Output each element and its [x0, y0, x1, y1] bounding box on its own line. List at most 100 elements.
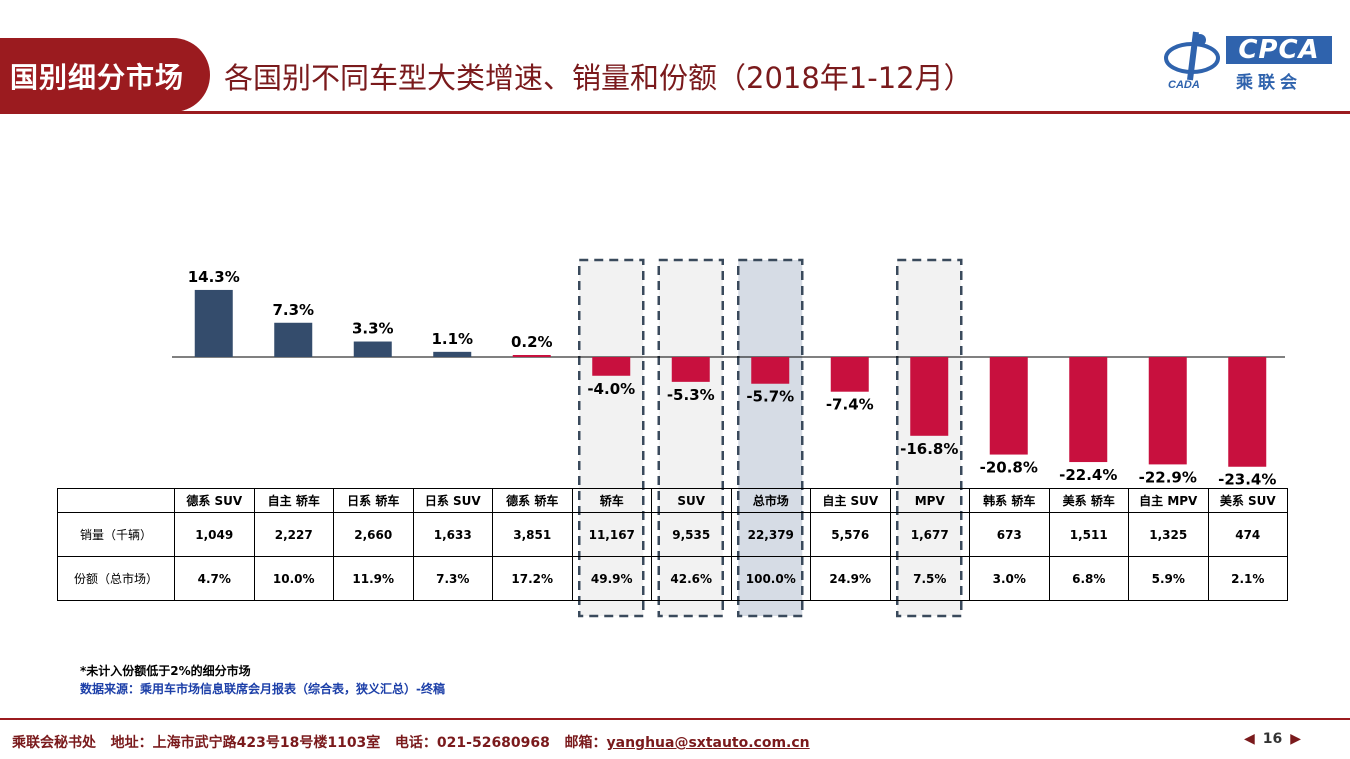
- bar-value-label: -7.4%: [826, 396, 874, 414]
- value-cell: 1,325: [1128, 512, 1209, 557]
- value-cell: 1,633: [412, 512, 493, 557]
- bar: [592, 357, 631, 376]
- pager: ◀ 16 ▶: [1244, 731, 1301, 747]
- table-header-row: 德系 SUV 自主 轿车 日系 轿车 日系 SUV 德系 轿车 轿车 SUV 总市场 自主 SU…: [57, 488, 1288, 513]
- value-cell: 24.9%: [810, 556, 891, 601]
- category-header-cell: 自主 轿车: [253, 488, 334, 513]
- value-cell: 11,167: [571, 512, 652, 557]
- value-cell: 1,511: [1048, 512, 1129, 557]
- header-band: [0, 38, 210, 112]
- bar: [512, 355, 551, 357]
- bar-value-label: 0.2%: [511, 333, 553, 351]
- bar: [1069, 357, 1108, 463]
- bar: [751, 357, 790, 384]
- table-row: 份额（总市场） 4.7% 10.0% 11.9% 7.3% 17.2% 49.9% 42.6%…: [57, 556, 1288, 601]
- footer-org: 乘联会秘书处: [12, 735, 96, 751]
- bar-value-label: -4.0%: [587, 380, 635, 398]
- bar: [910, 357, 949, 436]
- value-cell: 22,379: [730, 512, 811, 557]
- footnote: *未计入份额低于2%的细分市场: [80, 664, 251, 678]
- bar: [274, 322, 313, 357]
- value-cell: 1,049: [174, 512, 255, 557]
- value-cell: 9,535: [651, 512, 732, 557]
- page-title: 各国别不同车型大类增速、销量和份额（2018年1-12月）: [224, 61, 973, 95]
- bar: [433, 351, 472, 357]
- category-header-cell: 轿车: [571, 488, 652, 513]
- table-row: 销量（千辆） 1,049 2,227 2,660 1,633 3,851 11,167 9,5…: [57, 512, 1288, 557]
- value-cell: 49.9%: [571, 556, 652, 601]
- next-page-icon[interactable]: ▶: [1290, 731, 1302, 747]
- value-cell: 673: [969, 512, 1050, 557]
- section-label: 国别细分市场: [10, 61, 185, 94]
- bar: [671, 357, 710, 382]
- bar: [830, 357, 869, 392]
- category-header-cell: 自主 SUV: [810, 488, 891, 513]
- category-header-cell: 自主 MPV: [1128, 488, 1209, 513]
- value-cell: 3.0%: [969, 556, 1050, 601]
- bar: [1148, 357, 1187, 465]
- bar-value-label: -5.3%: [667, 386, 715, 404]
- category-header-cell: 总市场: [730, 488, 811, 513]
- bar-value-label: -22.4%: [1059, 466, 1117, 484]
- logo-brand: CPCA: [1226, 36, 1332, 64]
- value-cell: 100.0%: [730, 556, 811, 601]
- value-cell: 10.0%: [253, 556, 334, 601]
- bar-value-label: 3.3%: [352, 320, 394, 338]
- value-cell: 11.9%: [333, 556, 414, 601]
- table-corner-cell: [57, 488, 175, 513]
- value-cell: 5,576: [810, 512, 891, 557]
- value-cell: 4.7%: [174, 556, 255, 601]
- sales-share-table: 德系 SUV 自主 轿车 日系 轿车 日系 SUV 德系 轿车 轿车 SUV 总市场 自主 SU…: [57, 488, 1288, 601]
- category-header-cell: 美系 SUV: [1207, 488, 1288, 513]
- bar: [194, 289, 233, 357]
- footer-email-label: 邮箱：: [564, 735, 607, 751]
- value-cell: 17.2%: [492, 556, 573, 601]
- bar-value-label: 1.1%: [431, 330, 473, 348]
- footer-address: 地址：上海市武宁路423号18号楼1103室: [110, 735, 381, 751]
- bar-value-label: -23.4%: [1218, 471, 1276, 489]
- bar-value-label: 14.3%: [188, 268, 240, 286]
- value-cell: 42.6%: [651, 556, 732, 601]
- cada-emblem-icon: CADA: [1164, 31, 1220, 91]
- footer-phone: 电话：021-52680968: [394, 735, 550, 751]
- value-cell: 2.1%: [1207, 556, 1288, 601]
- category-header-cell: 日系 SUV: [412, 488, 493, 513]
- data-source: 数据来源：乘用车市场信息联席会月报表（综合表，狭义汇总）-终稿: [80, 682, 445, 696]
- footer-email-link[interactable]: yanghua@sxtauto.com.cn: [606, 735, 810, 751]
- footer-divider: [0, 718, 1350, 720]
- value-cell: 3,851: [492, 512, 573, 557]
- row-label-cell: 销量（千辆）: [57, 512, 175, 557]
- bar-value-label: -20.8%: [980, 459, 1038, 477]
- bar-value-label: -16.8%: [900, 440, 958, 458]
- bar: [1228, 357, 1267, 467]
- category-header-cell: 德系 轿车: [492, 488, 573, 513]
- page-number: 16: [1262, 731, 1283, 747]
- category-header-cell: 德系 SUV: [174, 488, 255, 513]
- value-cell: 2,227: [253, 512, 334, 557]
- category-header-cell: 美系 轿车: [1048, 488, 1129, 513]
- cpca-logo: CADA CPCA 乘联会: [1160, 28, 1340, 93]
- footer-contact: 乘联会秘书处 地址：上海市武宁路423号18号楼1103室 电话：021-526…: [12, 732, 810, 752]
- category-header-cell: SUV: [651, 488, 732, 513]
- value-cell: 7.5%: [889, 556, 970, 601]
- bars-group: [194, 289, 1267, 467]
- bar-value-label: 7.3%: [272, 301, 314, 319]
- prev-page-icon[interactable]: ◀: [1244, 731, 1255, 747]
- logo-subtitle: 乘联会: [1236, 73, 1302, 93]
- bar-value-label: -22.9%: [1139, 468, 1197, 486]
- logo-mark-text: CADA: [1168, 79, 1200, 91]
- category-header-cell: 韩系 轿车: [969, 488, 1050, 513]
- row-label-cell: 份额（总市场）: [57, 556, 175, 601]
- value-labels-group: 14.3% 7.3% 3.3% 1.1% 0.2% -4.0% -5.3% -5.7% -7.4…: [188, 268, 1277, 489]
- bar-value-label: -5.7%: [746, 388, 794, 406]
- value-cell: 474: [1207, 512, 1288, 557]
- header-divider: [0, 111, 1350, 114]
- bar: [353, 341, 392, 357]
- value-cell: 2,660: [333, 512, 414, 557]
- value-cell: 7.3%: [412, 556, 493, 601]
- value-cell: 6.8%: [1048, 556, 1129, 601]
- value-cell: 1,677: [889, 512, 970, 557]
- value-cell: 5.9%: [1128, 556, 1209, 601]
- bar: [989, 357, 1028, 455]
- category-header-cell: 日系 轿车: [333, 488, 414, 513]
